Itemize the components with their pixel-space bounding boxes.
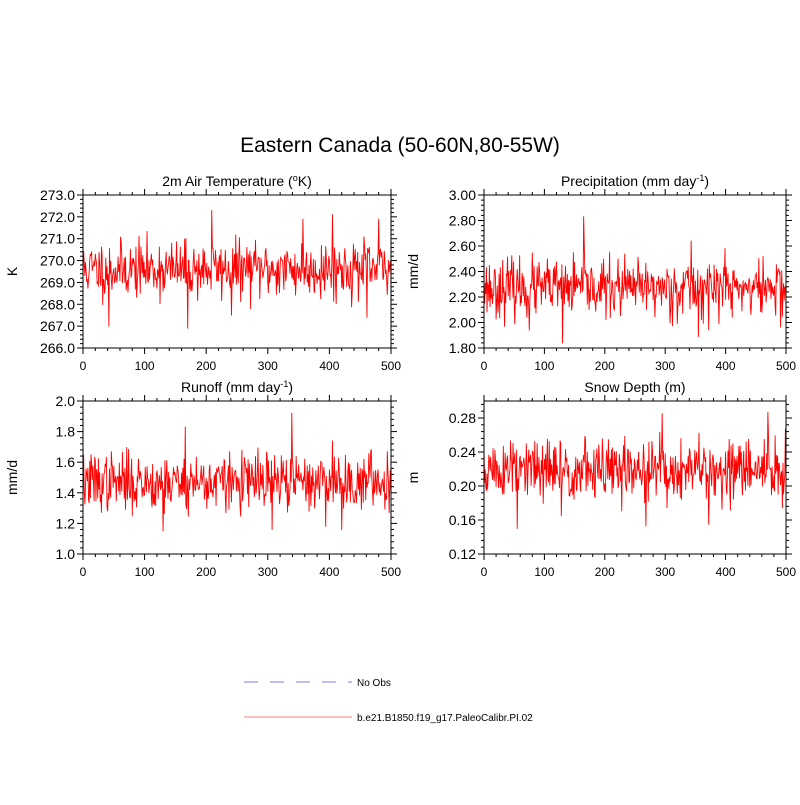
x-tick-label: 200: [595, 565, 615, 579]
y-tick-label: 2.80: [449, 213, 476, 229]
panel-title: Runoff (mm day-1): [181, 379, 293, 395]
panel-3: 0 100 200 300 400 500 1.0 1.2 1.4 1.6 1.8 2.0 mm/d Ru…: [4, 379, 401, 579]
series-line: [82, 209, 392, 329]
x-tick-label: 300: [258, 565, 278, 579]
x-tick-label: 0: [481, 359, 488, 373]
panel-title: 2m Air Temperature (oK): [162, 173, 311, 189]
y-tick-label: 271.0: [40, 231, 75, 247]
y-tick-label: 1.6: [56, 454, 76, 470]
panel-2: 0 100 200 300 400 500 1.80 2.00 2.20 2.40 2.60 2.80…: [405, 173, 796, 373]
y-tick-label: 2.20: [449, 289, 476, 305]
legend-label: No Obs: [357, 678, 391, 689]
y-tick-label: 1.0: [56, 546, 76, 562]
y-tick-label: 2.60: [449, 238, 476, 254]
y-tick-label: 267.0: [40, 318, 75, 334]
y-tick-label: 1.8: [56, 424, 76, 440]
plot-frame: [82, 194, 392, 349]
y-tick-label: 2.0: [56, 393, 76, 409]
x-tick-label: 500: [776, 565, 796, 579]
x-tick-label: 100: [135, 565, 155, 579]
x-tick-label: 0: [481, 565, 488, 579]
y-tick-label: 2.00: [449, 315, 476, 331]
plot-frame: [82, 400, 392, 555]
y-tick-label: 0.12: [449, 546, 476, 562]
x-tick-label: 300: [258, 359, 278, 373]
x-tick-label: 400: [319, 565, 339, 579]
x-tick-label: 200: [196, 565, 216, 579]
y-tick-label: 1.2: [56, 515, 76, 531]
x-tick-label: 400: [319, 359, 339, 373]
y-axis-label: K: [4, 266, 20, 276]
panel-4: 0 100 200 300 400 500 0.12 0.16 0.20 0.24 0.28 m Sno…: [405, 379, 796, 579]
x-tick-label: 300: [655, 565, 675, 579]
x-tick-label: 100: [135, 359, 155, 373]
y-tick-label: 0.28: [449, 410, 476, 426]
legend: No Obs b.e21.B1850.f19_g17.PaleoCalibr.PI…: [244, 678, 533, 724]
legend-item-1: No Obs: [244, 678, 391, 689]
x-tick-label: 500: [381, 565, 401, 579]
y-tick-label: 0.24: [449, 444, 476, 460]
legend-label: b.e21.B1850.f19_g17.PaleoCalibr.PI.02: [357, 713, 533, 724]
x-tick-label: 500: [776, 359, 796, 373]
series-line: [483, 411, 787, 529]
main-title: Eastern Canada (50-60N,80-55W): [240, 134, 560, 157]
x-tick-label: 400: [716, 359, 736, 373]
x-tick-label: 200: [196, 359, 216, 373]
y-axis-label: mm/d: [405, 254, 421, 289]
x-tick-label: 0: [80, 359, 87, 373]
y-tick-label: 1.80: [449, 340, 476, 356]
panel-1: 0 100 200 300 400 500 266.0 267.0 268.0 269.0 270.…: [4, 173, 401, 373]
x-tick-label: 100: [534, 565, 554, 579]
panel-title: Snow Depth (m): [584, 379, 685, 395]
y-tick-label: 272.0: [40, 209, 75, 225]
y-tick-label: 270.0: [40, 253, 75, 269]
plot-frame: [483, 400, 787, 555]
y-tick-label: 3.00: [449, 187, 476, 203]
y-tick-label: 269.0: [40, 274, 75, 290]
y-tick-label: 268.0: [40, 296, 75, 312]
series-line: [483, 216, 787, 344]
x-tick-label: 100: [534, 359, 554, 373]
x-tick-label: 300: [655, 359, 675, 373]
x-tick-label: 400: [716, 565, 736, 579]
y-axis-label: m: [405, 472, 421, 484]
y-tick-label: 1.4: [56, 485, 76, 501]
panel-title: Precipitation (mm day-1): [561, 173, 709, 189]
y-tick-label: 0.20: [449, 478, 476, 494]
y-axis-label: mm/d: [4, 460, 20, 495]
legend-item-2: b.e21.B1850.f19_g17.PaleoCalibr.PI.02: [244, 713, 533, 724]
y-tick-label: 273.0: [40, 187, 75, 203]
x-tick-label: 200: [595, 359, 615, 373]
y-tick-label: 266.0: [40, 340, 75, 356]
x-tick-label: 500: [381, 359, 401, 373]
series-line: [82, 412, 392, 532]
x-tick-label: 0: [80, 565, 87, 579]
y-tick-label: 0.16: [449, 512, 476, 528]
y-tick-label: 2.40: [449, 264, 476, 280]
